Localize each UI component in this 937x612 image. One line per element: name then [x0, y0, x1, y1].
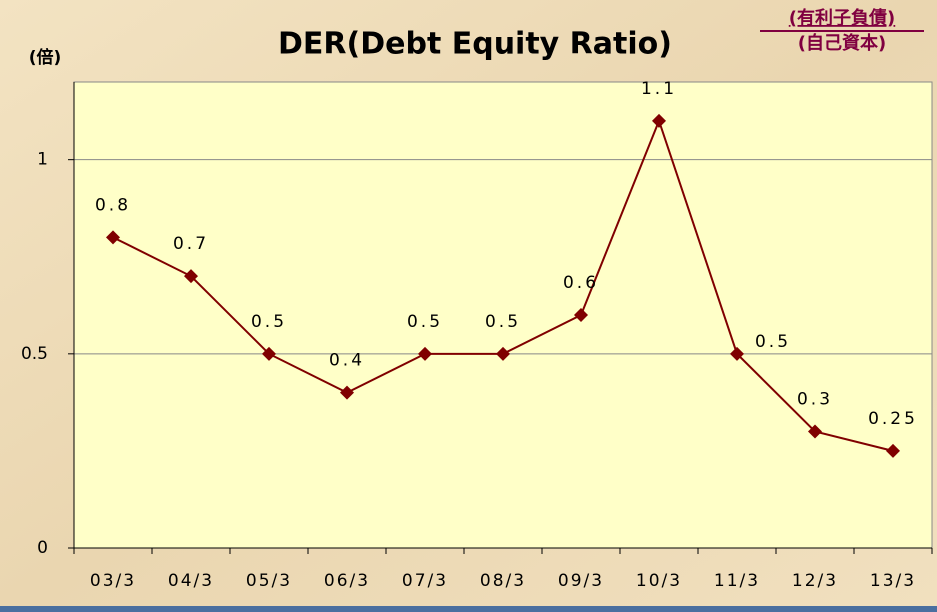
data-point	[808, 424, 822, 439]
data-label: 0.4	[329, 351, 365, 371]
data-point	[262, 346, 276, 361]
data-label: 0.7	[173, 234, 209, 254]
y-tick-label: 0.5	[21, 344, 48, 364]
data-point	[496, 346, 510, 361]
x-tick-label: 13/3	[870, 571, 916, 591]
data-label: 0.5	[485, 312, 521, 332]
data-label: 0.5	[251, 312, 287, 332]
data-label: 1.1	[641, 79, 677, 99]
data-label: 0.5	[407, 312, 443, 332]
x-tick-label: 10/3	[636, 571, 682, 591]
data-label: 0.6	[563, 273, 599, 293]
data-label: 0.5	[755, 332, 791, 352]
data-point	[730, 346, 744, 361]
y-tick-label: 0	[37, 538, 48, 558]
x-tick-label: 07/3	[402, 571, 448, 591]
data-label: 0.8	[95, 195, 131, 215]
x-tick-label: 08/3	[480, 571, 526, 591]
data-point	[886, 443, 900, 458]
data-label: 0.25	[868, 409, 918, 429]
x-tick-label: 09/3	[558, 571, 604, 591]
annotation-numerator: (有利子負債)	[789, 7, 895, 29]
bottom-border	[0, 606, 937, 612]
x-tick-label: 11/3	[714, 571, 760, 591]
x-tick-label: 03/3	[90, 571, 136, 591]
x-tick-label: 06/3	[324, 571, 370, 591]
x-tick-label: 04/3	[168, 571, 214, 591]
data-point	[340, 385, 354, 400]
x-tick-label: 05/3	[246, 571, 292, 591]
annotation-denominator: (自己資本)	[798, 32, 886, 54]
data-point	[574, 308, 588, 322]
data-point	[652, 113, 666, 128]
data-point	[184, 269, 198, 284]
unit-label: (倍)	[29, 47, 62, 68]
data-point	[418, 346, 432, 361]
data-point	[106, 230, 120, 245]
y-tick-label: 1	[37, 150, 48, 170]
x-tick-label: 12/3	[792, 571, 838, 591]
data-label: 0.3	[797, 390, 833, 410]
chart-title: DER(Debt Equity Ratio)	[278, 27, 672, 62]
